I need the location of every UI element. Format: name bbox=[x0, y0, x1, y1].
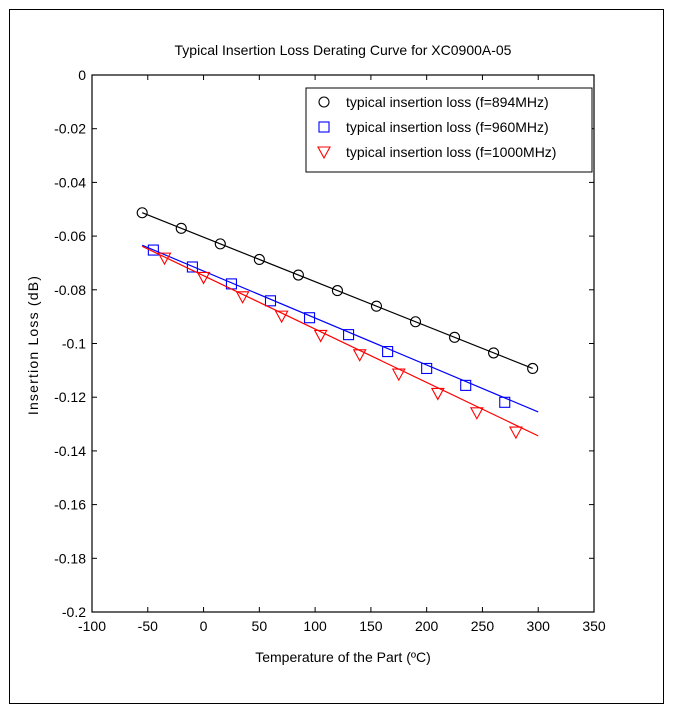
y-tick-label: -0.2 bbox=[62, 604, 86, 620]
series-1 bbox=[136, 207, 539, 375]
series-fit-line bbox=[141, 245, 539, 437]
x-tick-label: 100 bbox=[303, 618, 327, 634]
legend-marker bbox=[317, 146, 331, 160]
data-point bbox=[382, 346, 394, 358]
legend: typical insertion loss (f=894MHz) typical… bbox=[305, 87, 593, 173]
y-tick-label: -0.02 bbox=[54, 121, 86, 137]
data-point bbox=[430, 387, 445, 401]
legend-marker bbox=[318, 96, 330, 108]
x-tick-label: 50 bbox=[252, 618, 268, 634]
data-point bbox=[303, 312, 316, 324]
y-tick-label: -0.14 bbox=[54, 443, 86, 459]
data-point bbox=[235, 291, 250, 304]
x-tick-label: -50 bbox=[138, 618, 158, 634]
series-3 bbox=[141, 245, 539, 440]
y-tick-label: -0.04 bbox=[54, 174, 86, 190]
data-point bbox=[313, 329, 328, 343]
data-point bbox=[343, 329, 355, 341]
legend-label: typical insertion loss (f=894MHz) bbox=[346, 94, 549, 110]
y-axis: 0 -0.02 -0.04 -0.06 -0.08 -0.1 -0.12 -0.14 -0.16… bbox=[54, 67, 594, 620]
data-point bbox=[264, 295, 277, 307]
x-tick-label: 300 bbox=[527, 618, 551, 634]
y-tick-label: -0.06 bbox=[54, 228, 86, 244]
data-point bbox=[292, 269, 304, 281]
y-axis-label: Insertion Loss (dB) bbox=[25, 275, 41, 415]
legend-label: typical insertion loss (f=960MHz) bbox=[346, 119, 549, 135]
data-point bbox=[499, 396, 511, 408]
y-tick-label: -0.08 bbox=[54, 282, 86, 298]
x-tick-label: 150 bbox=[359, 618, 383, 634]
series-fit-line bbox=[141, 244, 539, 413]
data-point bbox=[196, 271, 211, 285]
data-point bbox=[253, 253, 265, 266]
data-point bbox=[186, 261, 198, 273]
data-point bbox=[331, 285, 343, 297]
y-tick-label: -0.16 bbox=[54, 497, 86, 513]
data-point bbox=[274, 310, 289, 324]
data-point bbox=[136, 207, 148, 219]
legend-box bbox=[305, 87, 593, 173]
y-tick-label: -0.1 bbox=[62, 336, 86, 352]
data-point bbox=[175, 222, 187, 234]
data-point bbox=[391, 368, 406, 382]
y-tick-label: -0.12 bbox=[54, 389, 86, 405]
x-axis: -100 -50 0 50 100 150 200 250 300 350 bbox=[78, 75, 606, 634]
series-layer bbox=[136, 207, 539, 440]
data-point bbox=[352, 349, 367, 362]
x-tick-label: -100 bbox=[78, 618, 106, 634]
series-fit-line bbox=[141, 212, 533, 370]
data-point bbox=[409, 316, 422, 328]
data-point bbox=[469, 407, 484, 420]
data-point bbox=[460, 379, 472, 391]
x-tick-label: 200 bbox=[415, 618, 439, 634]
x-axis-label: Temperature of the Part (ºC) bbox=[255, 649, 431, 665]
y-tick-label: 0 bbox=[78, 67, 86, 83]
data-point bbox=[370, 300, 383, 312]
y-tick-label: -0.18 bbox=[54, 550, 86, 566]
data-point bbox=[449, 331, 461, 343]
x-tick-label: 0 bbox=[200, 618, 208, 634]
x-tick-label: 250 bbox=[471, 618, 495, 634]
data-point bbox=[214, 238, 226, 250]
legend-label: typical insertion loss (f=1000MHz) bbox=[346, 144, 556, 160]
x-tick-label: 350 bbox=[582, 618, 606, 634]
series-2 bbox=[141, 244, 539, 413]
data-point bbox=[527, 362, 539, 375]
data-point bbox=[508, 426, 523, 440]
data-point bbox=[421, 362, 433, 375]
legend-marker bbox=[318, 121, 330, 133]
data-point bbox=[488, 347, 500, 359]
chart-title: Typical Insertion Loss Derating Curve fo… bbox=[175, 42, 512, 58]
data-point bbox=[157, 252, 172, 266]
data-point bbox=[147, 244, 159, 256]
